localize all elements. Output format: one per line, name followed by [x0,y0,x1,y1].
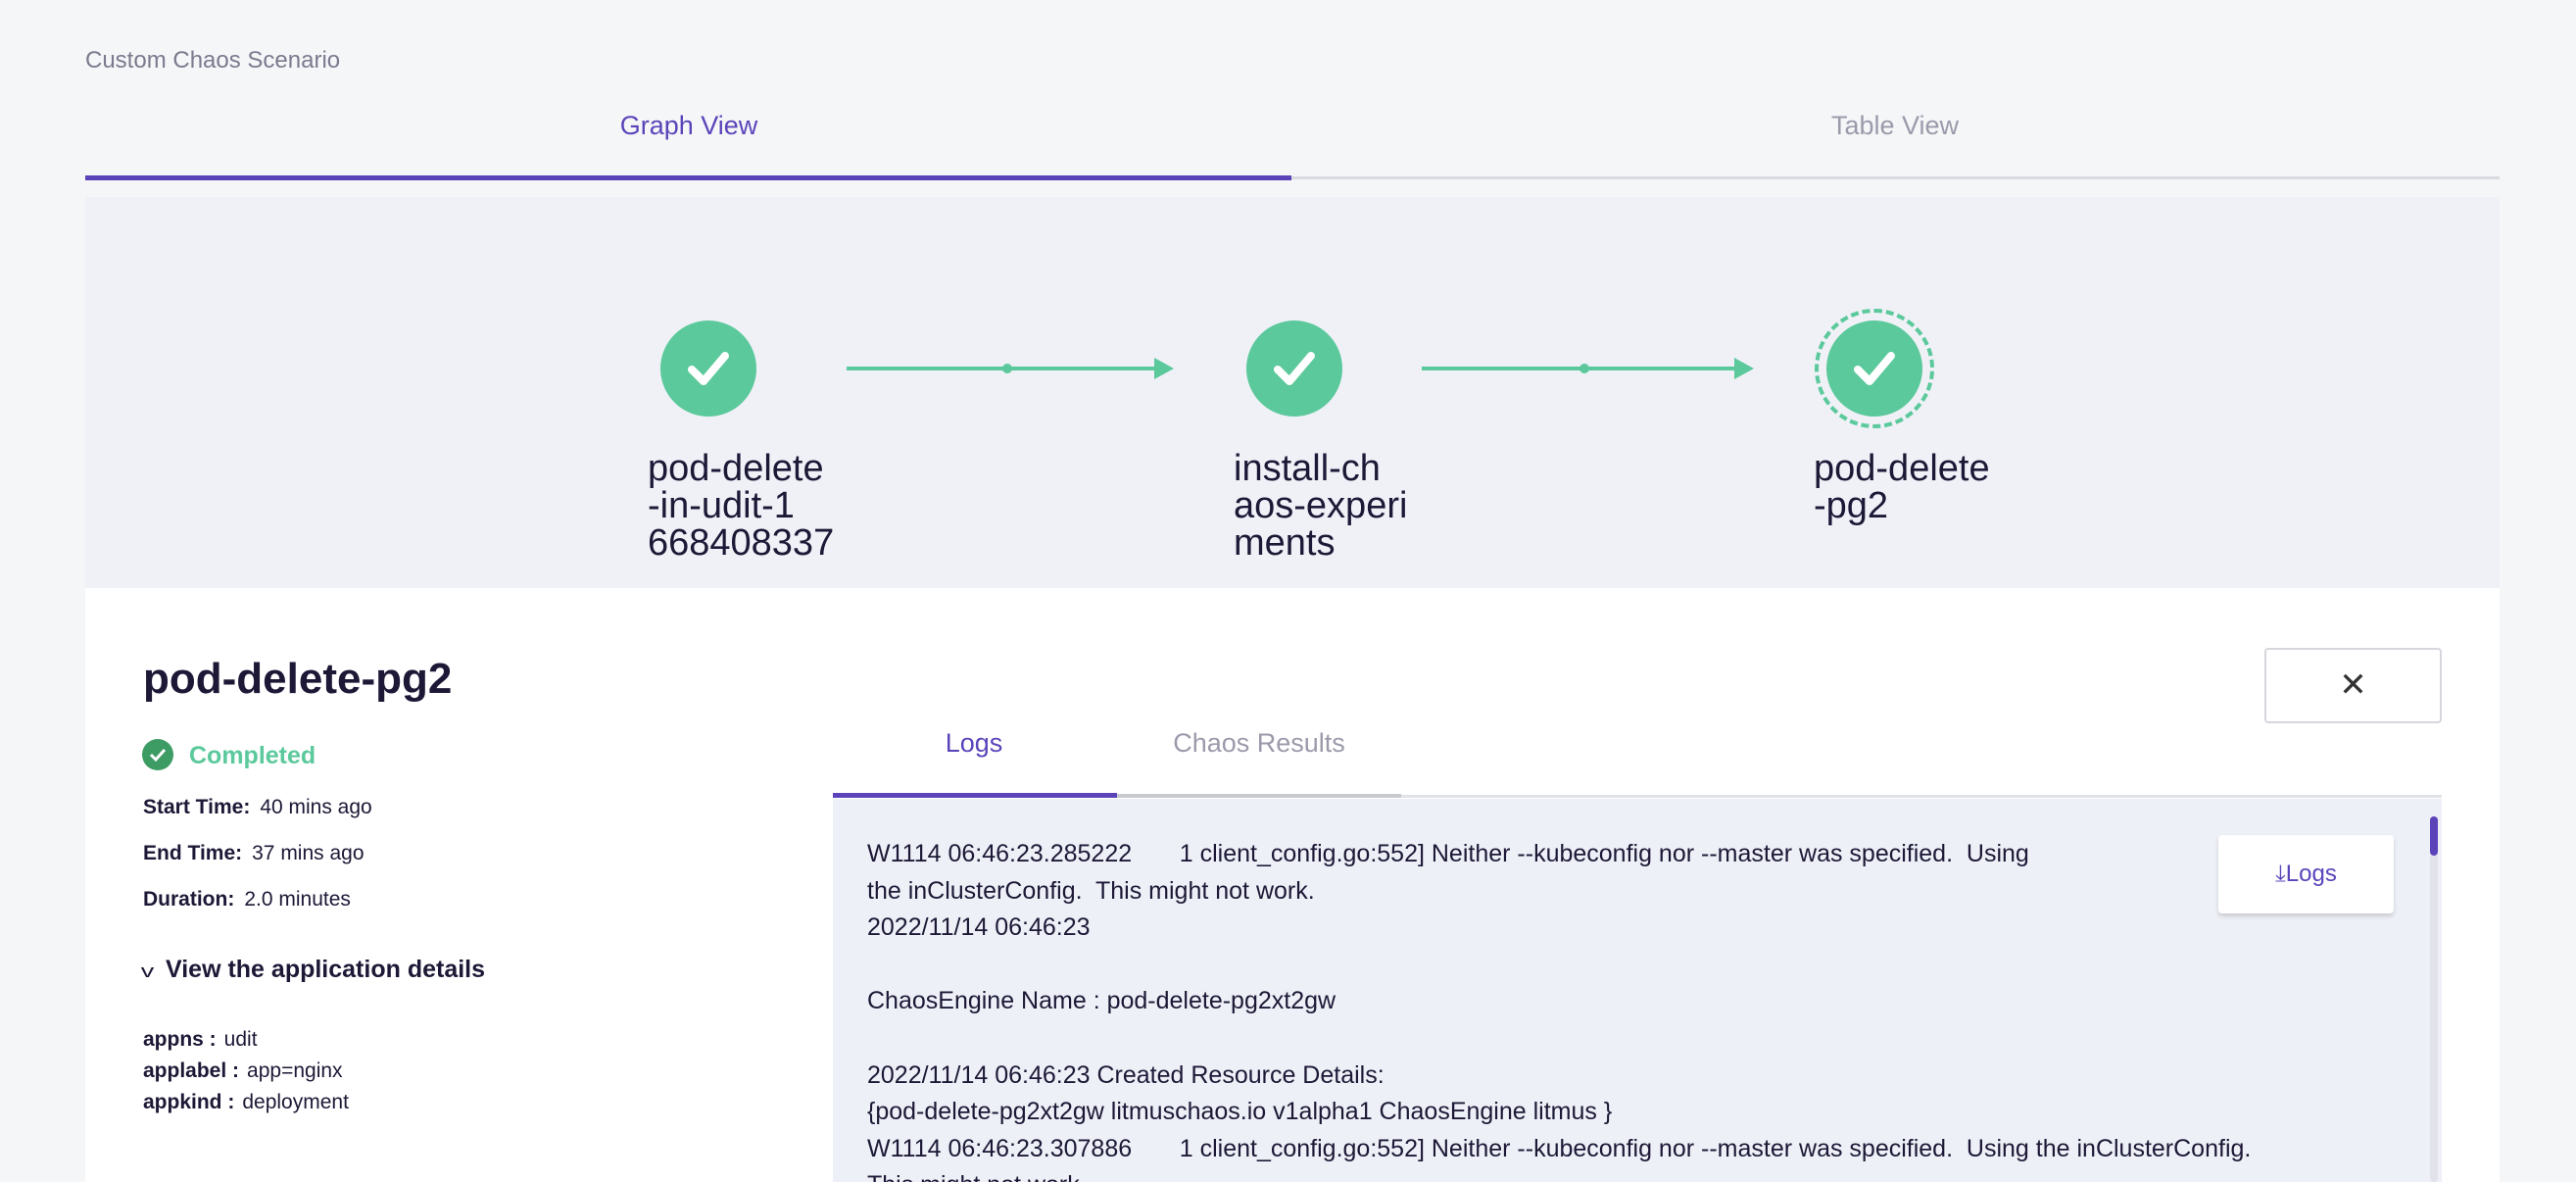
scrollbar-thumb[interactable] [2430,816,2438,856]
selected-node-ring [1815,309,1934,428]
download-logs-label: Logs [2285,861,2337,887]
tab-table-view[interactable]: Table View [1830,111,1960,140]
tab-divider [833,795,2442,798]
app-detail-key: appkind : [143,1091,235,1113]
app-detail-key: applabel : [143,1059,240,1082]
app-detail-value: app=nginx [247,1059,343,1082]
graph-node-label: pod-delete -in-udit-1 668408337 [648,448,835,564]
tab-chaos-results[interactable]: Chaos Results [1173,728,1345,758]
app-detail-row: appns : udit [143,1028,258,1052]
duration-value: 2.0 minutes [244,888,351,911]
breadcrumb: Custom Chaos Scenario [85,47,341,74]
check-icon [1854,352,1895,385]
app-details-toggle-label: View the application details [166,956,486,983]
tab-active-indicator [85,175,1291,180]
download-icon: ⤓ [2275,861,2286,887]
arrow-head-icon [1154,358,1174,379]
chevron-down-icon: v [140,961,155,981]
end-time-label: End Time: [143,842,243,864]
start-time: Start Time: 40 mins ago [143,796,372,819]
app-detail-key: appns : [143,1028,217,1051]
tab-divider [85,176,2500,179]
app-detail-row: appkind : deployment [143,1091,349,1114]
status-badge: Completed [189,742,316,769]
tab-logs[interactable]: Logs [945,728,1003,758]
check-icon [688,352,729,385]
tab-divider [833,794,1401,798]
tab-active-indicator [833,793,1117,798]
edge-midpoint [1002,364,1012,373]
log-text: W1114 06:46:23.285222 1 client_config.go… [867,840,2252,1182]
duration-label: Duration: [143,888,235,911]
app-details-toggle[interactable]: v View the application details [140,956,486,984]
graph-node-3[interactable] [1826,320,1922,417]
graph-node-1[interactable] [660,320,756,417]
scrollbar-track[interactable] [2430,816,2438,1182]
graph-node-2[interactable] [1246,320,1342,417]
check-circle-icon [142,739,173,770]
log-viewer[interactable]: W1114 06:46:23.285222 1 client_config.go… [833,799,2442,1182]
download-logs-button[interactable]: ⤓Logs [2218,835,2394,913]
graph-node-label: pod-delete -pg2 [1814,448,1990,526]
start-time-label: Start Time: [143,796,251,818]
app-detail-row: applabel : app=nginx [143,1059,343,1083]
start-time-value: 40 mins ago [260,796,372,818]
node-title: pod-delete-pg2 [143,655,453,703]
check-icon [1274,352,1315,385]
app-detail-value: udit [223,1028,258,1051]
edge-midpoint [1580,364,1589,373]
graph-node-label: install-ch aos-experi ments [1234,448,1408,564]
tab-graph-view[interactable]: Graph View [619,111,758,140]
close-button[interactable]: ✕ [2264,648,2442,723]
end-time-value: 37 mins ago [252,842,365,864]
end-time: End Time: 37 mins ago [143,842,365,865]
duration: Duration: 2.0 minutes [143,888,351,911]
app-detail-value: deployment [242,1091,349,1113]
arrow-head-icon [1734,358,1754,379]
